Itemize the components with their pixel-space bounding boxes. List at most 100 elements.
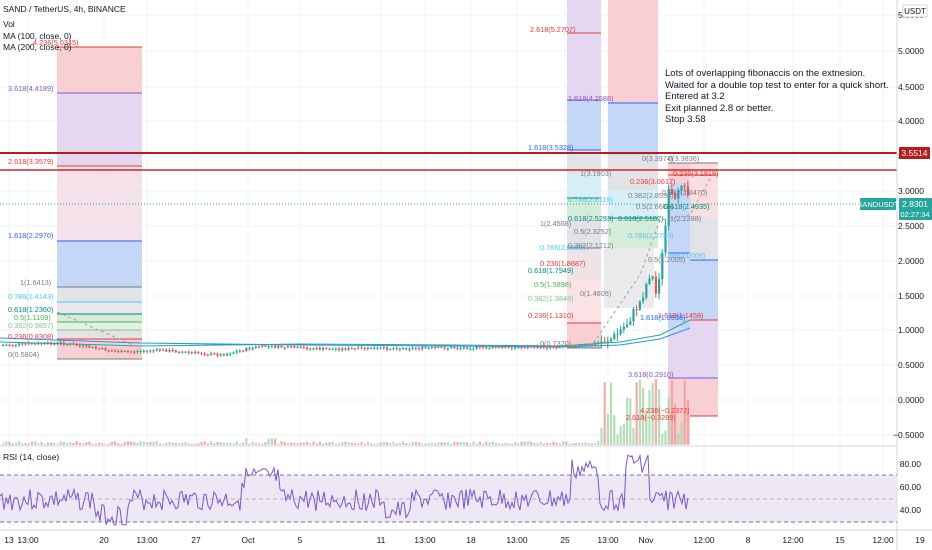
rsi-tick-label: 40.00: [900, 505, 922, 515]
time-tick-label: 13:00: [17, 535, 39, 545]
time-tick-label: 5: [298, 535, 303, 545]
price-tick-label: 2.5000: [898, 221, 924, 231]
fib-level-label: 1.618(2.2970): [8, 231, 53, 240]
time-tick-label: 13:00: [414, 535, 436, 545]
price-tick-label: 1.5000: [898, 291, 924, 301]
time-tick-label: 13:00: [597, 535, 619, 545]
fib-level-label: 1.618(3.5328): [528, 143, 573, 152]
ma100-legend: MA (100, close, 0): [3, 31, 72, 41]
fib-level-label: 0.786(2.0006): [660, 251, 705, 260]
fib-level-label: 1(3.1903): [580, 169, 611, 178]
fib-level-label: 0.382(2.8470): [662, 188, 707, 197]
price-tick-label: 4.5000: [898, 82, 924, 92]
time-tick-label: Oct: [241, 535, 255, 545]
price-tick-label: 0.0000: [898, 395, 924, 405]
price-tick-label: 1.0000: [898, 325, 924, 335]
fib-level-label: 3.618(0.2910): [628, 370, 673, 379]
fib-anchor-dashed: [56, 169, 716, 349]
time-tick-label: 13:00: [136, 535, 158, 545]
fib-level-label: 0.236(1.1310): [528, 311, 573, 320]
time-tick-label: 12:00: [872, 535, 894, 545]
fib-level-label: 0.618(1.2360): [8, 305, 53, 314]
time-tick-label: 11: [377, 535, 386, 545]
svg-text:USDT: USDT: [904, 7, 926, 16]
price-tick-label: 3.0000: [898, 186, 924, 196]
rsi-line: [0, 453, 689, 526]
fib-level-label: 0(0.7320): [540, 339, 571, 348]
note-line: Lots of overlapping fibonaccis on the ex…: [665, 68, 866, 79]
svg-text:SANDUSDT: SANDUSDT: [857, 200, 899, 209]
volume-bars: [2, 378, 689, 445]
time-tick-label: 13:00: [506, 535, 528, 545]
note-line: Exit planned 2.8 or better.: [665, 102, 774, 114]
price-tick-label: 5.0000: [898, 46, 924, 56]
symbol-badge: SANDUSDT: [857, 198, 899, 210]
fib-level-label: 0.382(1.3848): [528, 294, 573, 303]
vol-legend: Vol: [3, 19, 15, 29]
time-tick-label: 12:00: [693, 535, 715, 545]
fib-level-label: 0.5(2.6665): [636, 202, 673, 211]
time-tick-label: 8: [746, 535, 751, 545]
fib-level-label: 3.618(4.4189): [8, 84, 53, 93]
fib-level-label: 0.618(2.5182): [618, 214, 663, 223]
fib-level-label: 0.786(2.8119): [568, 195, 613, 204]
price-badge-stop: 3.5514: [899, 147, 930, 159]
svg-text:2.8301: 2.8301: [902, 199, 928, 209]
fib-level-label: 1(1.6413): [20, 278, 51, 287]
fib-level-label: 0.236(0.8308): [8, 332, 53, 341]
fib-level-label: 1.618(4.2588): [568, 94, 613, 103]
time-tick-label: 13: [4, 535, 14, 545]
fib-level-label: 0.786(2.0869): [540, 243, 585, 252]
fib-level-label: 0.5(1.1109): [14, 313, 51, 322]
rsi-legend: RSI (14, close): [3, 452, 60, 462]
time-tick-label: 19: [915, 535, 925, 545]
time-tick-label: 18: [466, 535, 476, 545]
fib-level-label: 0.618(1.7949): [528, 266, 573, 275]
trade-note: Lots of overlapping fibonaccis on the ex…: [665, 68, 889, 126]
note-line: Waited for a double top test to enter fo…: [665, 79, 889, 91]
note-line: Stop 3.58: [665, 114, 706, 125]
svg-text:02:27:34: 02:27:34: [900, 210, 929, 219]
fib-level-label: 4.236(5.0345): [33, 38, 78, 47]
fib-level-label: 0.786(1.4143): [8, 292, 53, 301]
price-tick-label: 4.0000: [898, 116, 924, 126]
symbol-title: SAND / TetherUS, 4h, BINANCE: [3, 4, 126, 14]
price-tick-label: −0.5000: [893, 430, 924, 440]
fib-level-label: 0.618(2.4935): [664, 202, 709, 211]
price-badge-current: 2.8301 02:27:34: [899, 198, 932, 220]
fib-level-label: 0.5(1.5898): [534, 280, 571, 289]
fib-level-label: 0.236(1.8687): [540, 259, 585, 268]
fib-level-label: 2.618(5.2707): [530, 25, 575, 34]
fib-level-label: 2.618(3.3579): [8, 157, 53, 166]
fib-level-label: 4.236(−0.2372): [640, 406, 690, 415]
time-tick-label: 20: [99, 535, 109, 545]
fib-level-label: 1.618(1.0938): [640, 313, 685, 322]
fib-level-label: 0.236(3.0617): [630, 177, 675, 186]
fib-level-label: 1.618(1.1458): [658, 311, 703, 320]
fib-retracement-left[interactable]: [57, 46, 142, 360]
fib-level-label: 0.236(3.1819): [673, 169, 718, 178]
svg-text:3.5514: 3.5514: [902, 148, 928, 158]
fib-level-label: 0.786(2.2790): [628, 231, 673, 240]
fib-level-label: 0.618(2.5293): [568, 214, 613, 223]
time-tick-label: 12:00: [782, 535, 804, 545]
time-tick-label: 27: [191, 535, 201, 545]
fib-level-label: 2.618(−0.3289): [626, 413, 676, 422]
fib-level-label: 1(2.2288): [670, 214, 701, 223]
fib-level-label: 0(0.5804): [8, 350, 39, 359]
fib-level-label: 0.5(1.2005): [648, 255, 685, 264]
fib-level-label: 0.382(2.8533): [628, 191, 673, 200]
candlesticks: [2, 180, 689, 358]
ma200-legend: MA (200, close, 0): [3, 42, 72, 52]
fib-level-label: 0(3.3974): [642, 154, 673, 163]
currency-label: USDT: [902, 4, 928, 18]
fib-level-label: 0.5(2.3252): [574, 227, 611, 236]
time-tick-label: 15: [835, 535, 845, 545]
time-tick-label: Nov: [638, 535, 654, 545]
time-tick-label: 25: [560, 535, 570, 545]
rsi-tick-label: 60.00: [900, 482, 922, 492]
fib-level-label: 0.382(0.9857): [8, 321, 53, 330]
rsi-pane[interactable]: [0, 453, 897, 526]
